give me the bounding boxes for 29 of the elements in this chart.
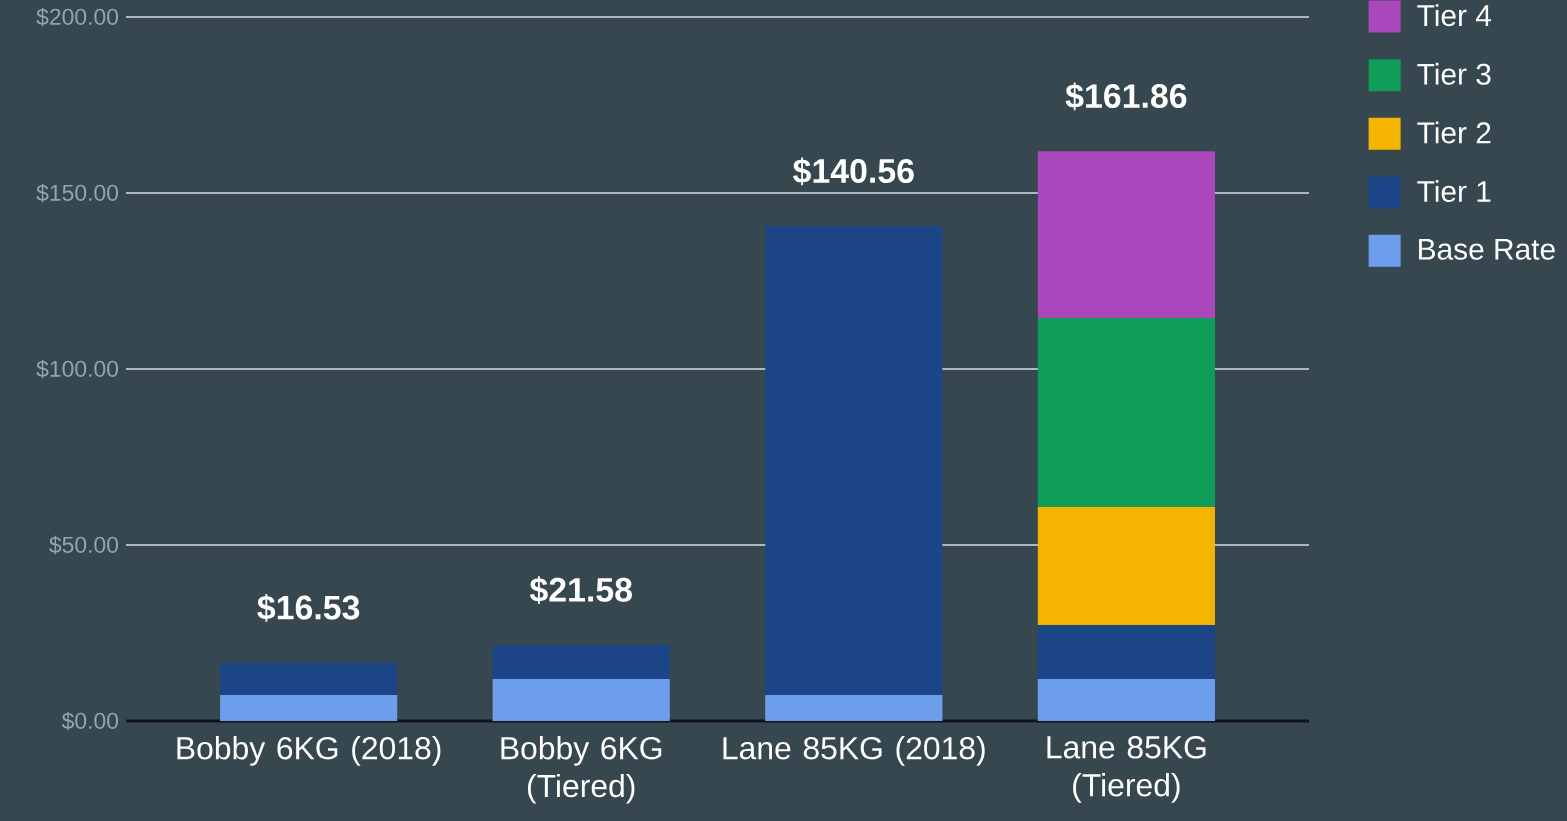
bar xyxy=(1037,679,1215,721)
x-tick-label: Lane 85KG (Tiered) xyxy=(1047,736,1206,803)
bar xyxy=(220,662,398,695)
y-tick-label: $200.00 xyxy=(36,7,119,27)
bar xyxy=(765,226,943,695)
bar xyxy=(1037,151,1215,318)
y-tick-label: $50.00 xyxy=(49,535,119,555)
legend-label: Tier 2 xyxy=(1417,121,1491,144)
bar xyxy=(1037,506,1215,625)
bar xyxy=(1037,624,1215,680)
bar xyxy=(492,645,670,680)
bar xyxy=(765,694,943,721)
legend-label: Base Rate xyxy=(1419,238,1555,260)
total-label: $140.56 xyxy=(793,157,914,186)
y-tick-label: $150.00 xyxy=(36,183,119,203)
bar xyxy=(492,679,670,721)
legend-label: Tier 4 xyxy=(1417,4,1492,27)
bar xyxy=(1037,317,1215,507)
total-label: $21.58 xyxy=(529,576,632,604)
x-tick-label: Bobby 6KG (Tiered) xyxy=(501,736,662,804)
y-tick-label: $100.00 xyxy=(36,359,119,379)
legend-label: Tier 1 xyxy=(1417,180,1491,203)
legend-label: Tier 3 xyxy=(1417,62,1491,85)
x-tick-label: Bobby 6KG (2018) xyxy=(177,736,441,766)
x-tick-label: Lane 85KG (2018) xyxy=(723,736,985,766)
total-label: $161.86 xyxy=(1065,82,1187,111)
bar xyxy=(220,694,398,721)
total-label: $16.53 xyxy=(257,594,360,622)
y-tick-label: $0.00 xyxy=(61,711,119,731)
